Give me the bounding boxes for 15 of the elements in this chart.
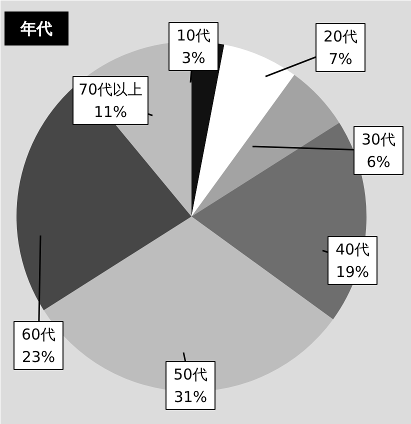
data-label: 19% [336,262,370,281]
data-label: 7% [328,50,352,68]
data-label: 11% [94,102,128,121]
slice-label: 30代 [361,130,396,148]
slice-label: 20代 [323,27,358,46]
data-label: 31% [174,388,208,406]
chart-title: 年代 [20,19,52,38]
slice-label: 50代 [173,365,208,384]
data-label: 23% [22,348,56,366]
slice-label: 60代 [21,325,56,344]
slice-label: 70代以上 [78,80,143,98]
data-label: 3% [182,48,206,67]
data-label: 6% [366,152,390,171]
slice-label: 40代 [335,240,370,258]
slice-label: 10代 [176,26,211,44]
